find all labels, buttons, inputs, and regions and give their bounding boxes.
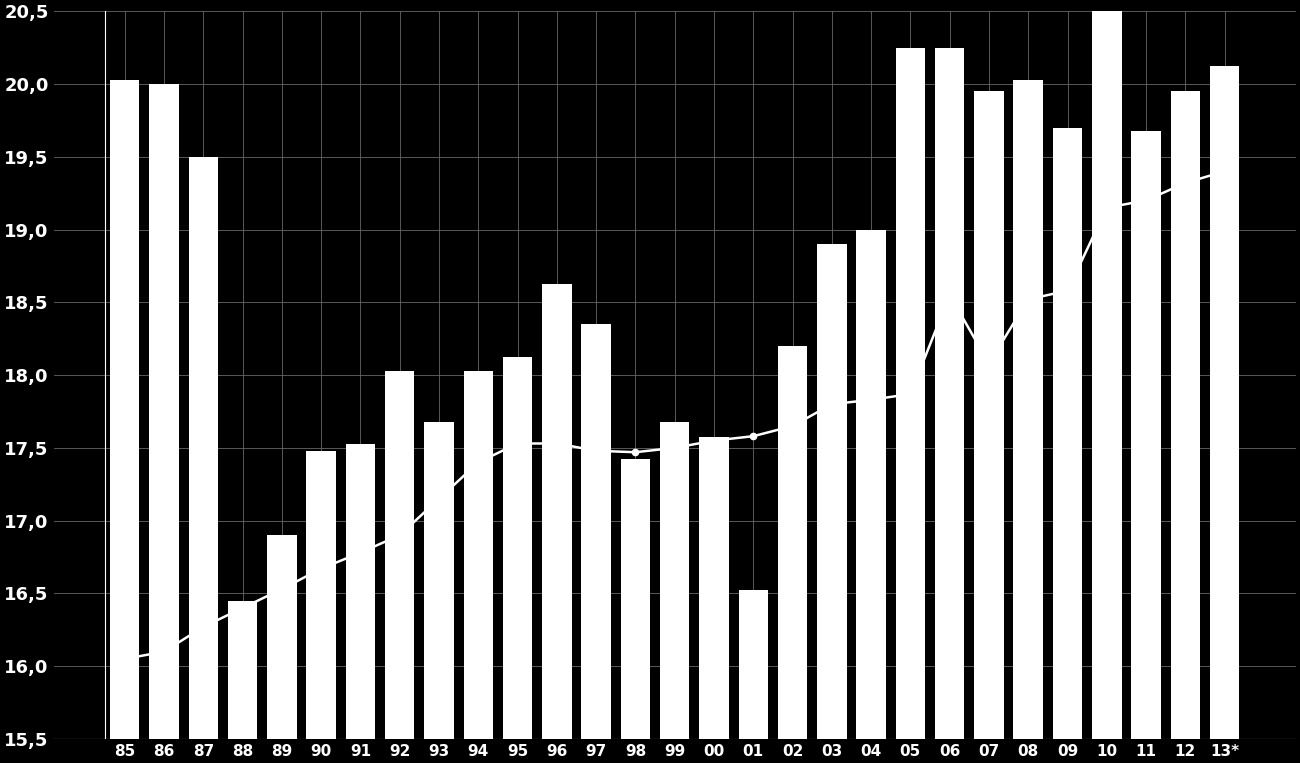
Bar (935, 47, 965, 739)
Bar (896, 47, 926, 739)
Bar (1170, 92, 1200, 739)
Bar (227, 600, 257, 739)
Bar (464, 372, 493, 739)
Bar (1053, 127, 1082, 739)
Bar (777, 346, 807, 739)
Bar (818, 244, 846, 739)
Bar (1014, 80, 1043, 739)
Bar (1210, 66, 1239, 739)
Bar (738, 590, 768, 739)
Bar (346, 444, 376, 739)
Bar (503, 357, 532, 739)
Bar (542, 284, 572, 739)
Bar (111, 80, 139, 739)
Bar (266, 535, 296, 739)
Bar (1131, 131, 1161, 739)
Bar (150, 84, 178, 739)
Bar (1092, 11, 1122, 739)
Bar (581, 324, 611, 739)
Bar (660, 423, 689, 739)
Bar (974, 92, 1004, 739)
Bar (424, 423, 454, 739)
Bar (620, 459, 650, 739)
Bar (857, 230, 885, 739)
Bar (307, 452, 335, 739)
Bar (188, 156, 218, 739)
Bar (699, 437, 729, 739)
Bar (385, 372, 415, 739)
